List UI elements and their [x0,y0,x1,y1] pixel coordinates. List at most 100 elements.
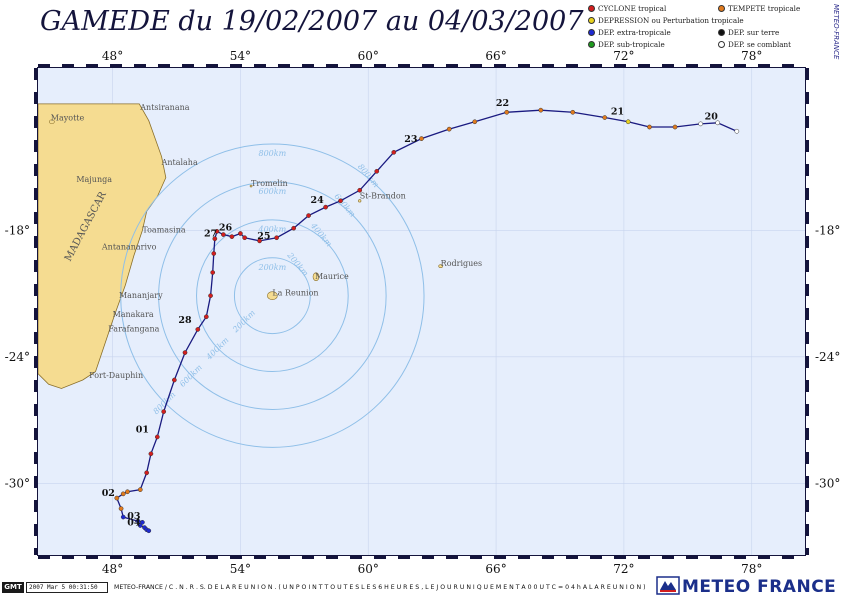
frame-tick [34,452,38,464]
st-brandon-island [358,199,362,203]
longitude-tick-label: 54° [230,562,251,576]
sea-area [38,68,805,555]
track-point [137,523,143,528]
frame-tick [662,64,674,68]
latitude-tick-label: -24° [815,350,840,364]
frame-tick [446,64,458,68]
day-label: 25 [257,231,270,242]
frame-tick [278,555,290,559]
day-label: 04 [127,517,141,528]
place-label: Fort-Dauphin [89,371,143,380]
frame-tick [34,236,38,248]
mauritius-island [312,272,320,282]
track-point [715,120,720,126]
frame-tick [34,500,38,512]
track-point [120,491,126,497]
frame-tick [470,555,482,559]
track-point [242,235,248,241]
side-credit: METEO-FRANCE [832,4,840,60]
rodrigues-island [438,264,443,268]
frame-tick [38,64,50,68]
track-point [182,350,188,355]
place-label: Maurice [315,272,349,281]
frame-tick [805,380,809,392]
frame-tick [254,555,266,559]
range-ring-label: 600km [259,187,287,196]
frame-tick [805,116,809,128]
track-point [148,451,154,457]
frame-tick [34,164,38,176]
track-point [734,128,740,134]
footer-note: METEO-FRANCE / C . N . R . S. D E L A R … [114,584,646,591]
map-title: GAMEDE du 19/02/2007 au 04/03/2007 [40,6,584,37]
frame-tick [805,92,809,104]
longitude-tick-label: 66° [485,562,506,576]
frame-tick [110,64,122,68]
frame-tick [326,64,338,68]
frame-tick [805,404,809,416]
frame-tick [350,64,362,68]
legend-dot-icon [588,41,595,48]
frame-tick [350,555,362,559]
range-ring-label: 200km [258,263,287,272]
legend-label: DEP. sub-tropicale [598,40,665,49]
track-point [391,149,397,155]
track-point [446,126,452,132]
legend-label: TEMPETE tropicale [728,4,801,13]
frame-tick [710,64,722,68]
range-ring [120,143,425,448]
footer: GMT 2007 Mar 5 00:31:50 METEO-FRANCE / C… [0,576,842,597]
frame-tick [805,236,809,248]
track-point [135,518,141,524]
track-point [211,251,217,256]
frame-tick [230,555,242,559]
frame-tick [805,140,809,152]
frame-tick [134,64,146,68]
longitude-tick-label: 66° [485,49,506,63]
day-label: 26 [219,222,233,233]
frame-tick [518,64,530,68]
legend-label: CYCLONE tropical [598,4,667,13]
place-label: Majunga [76,175,112,184]
frame-tick [590,64,602,68]
frame-tick [34,188,38,200]
frame-tick [638,555,650,559]
frame-tick [805,428,809,440]
longitude-tick-label: 72° [613,562,634,576]
frame-tick [158,555,170,559]
frame-tick [614,555,626,559]
place-label: Antsiranana [139,103,189,112]
place-label: Rodrigues [441,259,482,268]
track-point [125,489,130,495]
day-label: 21 [611,106,624,117]
range-ring-label: 400km [258,225,287,234]
longitude-tick-label: 54° [230,49,251,63]
frame-tick [38,555,50,559]
frame-tick [734,64,746,68]
longitude-tick-label: 60° [358,49,379,63]
track-point [698,121,703,127]
legend-dot-icon [718,5,725,12]
range-ring-label: 800km [259,149,287,158]
track-point [154,434,160,440]
frame-tick [254,64,266,68]
frame-tick [590,555,602,559]
legend-item: TEMPETE tropicale [718,4,800,13]
track-point [238,231,243,236]
frame-tick [805,356,809,368]
frame-tick [686,64,698,68]
longitude-tick-label: 72° [613,49,634,63]
track-point [274,235,279,241]
legend-dot-icon [718,29,725,36]
frame-tick [34,332,38,344]
legend-label: DEPRESSION ou Perturbation tropicale [598,16,744,25]
track-point [672,124,678,130]
range-ring [196,219,349,373]
day-label: 24 [310,195,324,206]
frame-tick [398,64,410,68]
frame-tick [805,524,809,536]
frame-tick [34,68,38,80]
frame-tick [758,555,770,559]
frame-tick [805,68,809,80]
place-label: Manakara [113,310,154,319]
